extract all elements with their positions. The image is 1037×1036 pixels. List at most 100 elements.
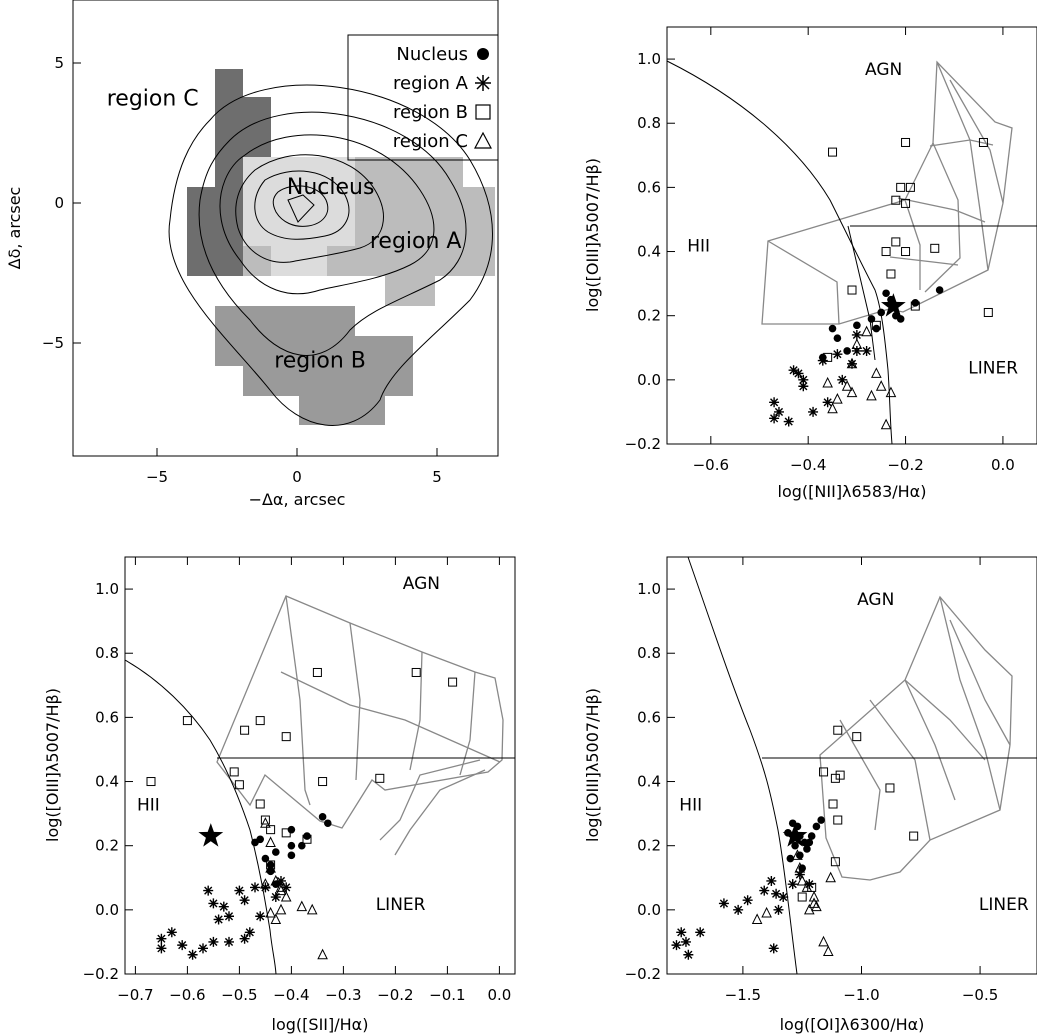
model-grid-line (767, 240, 840, 325)
contour-1 (168, 84, 493, 426)
region-a-point (832, 349, 843, 360)
y-tick-label: 0.6 (95, 708, 119, 726)
nucleus-point (796, 851, 804, 860)
model-grid-line (904, 199, 921, 290)
model-grid-nii (761, 60, 1013, 325)
x-tick-label: −0.3 (325, 986, 361, 1004)
map-axes (72, 0, 499, 457)
map-cell-region-a (385, 276, 435, 306)
region-a-point (794, 869, 805, 880)
map-region-label: region C (107, 86, 199, 111)
nii-axes (666, 26, 1037, 445)
region-b-point (318, 777, 328, 787)
y-tick-label: 0.4 (637, 773, 661, 791)
region-a-point (224, 936, 234, 947)
region-b-point (930, 243, 940, 253)
region-c-point (803, 903, 815, 915)
model-grid-line (409, 651, 423, 771)
contour-2 (198, 111, 467, 356)
y-tick-label: 0.2 (637, 307, 661, 325)
region-a-point (683, 949, 694, 960)
region-a-point (837, 374, 848, 385)
x-tick-label: −0.6 (693, 456, 729, 474)
nucleus-point (817, 816, 825, 824)
region-b-point (234, 780, 244, 790)
legend-marker-nucleus (477, 48, 489, 60)
region-a-point (773, 406, 784, 417)
nucleus-point (803, 845, 811, 853)
x-tick-label: −1.5 (725, 986, 761, 1004)
class-label: AGN (403, 574, 440, 594)
contour-6 (272, 185, 329, 227)
region-b-point (847, 285, 857, 295)
model-grid-line (216, 595, 504, 829)
model-grid-line (949, 79, 1004, 204)
region-b-point (448, 677, 458, 687)
region-c-point (827, 402, 838, 414)
map-xtick-label: 5 (432, 468, 442, 486)
x-tick-label: −0.5 (221, 986, 257, 1004)
region-a-point (177, 940, 188, 951)
contour-5 (254, 170, 350, 240)
oi-data-marks: AGN HII LINER (671, 590, 1029, 960)
y-tick-label: 0.2 (637, 837, 661, 855)
region-a-point (766, 875, 777, 886)
model-grid-line (394, 769, 486, 856)
y-tick-label: 1.0 (637, 580, 661, 598)
region-c-point (825, 871, 836, 883)
map-region-label: Nucleus (287, 175, 375, 200)
region-a-point (203, 885, 214, 896)
class-label: HII (679, 795, 702, 815)
region-b-point (978, 137, 988, 147)
region-a-point (808, 406, 819, 417)
nucleus-point (287, 841, 296, 850)
region-c-point (822, 945, 834, 957)
region-c-point (265, 836, 276, 847)
region-a-point (218, 901, 229, 912)
region-a-point (671, 940, 682, 951)
model-grid-line (939, 596, 1001, 811)
region-a-point (783, 416, 794, 427)
map-x-axis-label: −Δα, arcsec (249, 490, 346, 509)
region-c-point (317, 948, 328, 960)
nucleus-point (791, 841, 799, 850)
class-label: AGN (865, 60, 902, 80)
region-a-point (244, 927, 255, 938)
nucleus-point (877, 308, 886, 317)
panel-nii: −0.6 −0.4 −0.2 0.0 1.0 0.8 0.6 0.4 0.2 0.0 −0.2 AG… (583, 26, 1037, 501)
legend-label-nucleus: Nucleus (396, 44, 468, 65)
region-a-point (208, 898, 219, 909)
class-label: LINER (968, 358, 1018, 378)
region-b-point (828, 799, 838, 809)
region-a-point (270, 892, 281, 903)
y-tick-label: 0.4 (637, 243, 661, 261)
region-b-point (905, 182, 915, 192)
region-b-point (983, 307, 993, 317)
region-a-point (778, 892, 789, 903)
region-c-point (885, 386, 897, 398)
region-a-point (166, 927, 177, 938)
model-grid-line (280, 671, 501, 763)
oi-x-axis-label: log([OI]λ6300/Hα) (780, 1015, 925, 1034)
contour-4 (235, 154, 384, 263)
x-tick-label: −0.5 (962, 986, 998, 1004)
nucleus-point (266, 861, 275, 869)
region-b-point (885, 783, 895, 793)
region-c-point (875, 380, 887, 391)
region-b-point (229, 767, 239, 777)
map-ytick-label: 0 (54, 194, 64, 212)
region-b-point (819, 767, 829, 777)
region-c-point (822, 376, 833, 388)
nucleus-point (272, 880, 280, 888)
region-a-point (718, 898, 729, 909)
integrated-star-point (198, 823, 224, 847)
x-tick-label: −0.1 (429, 986, 465, 1004)
integrated-star-point (881, 293, 906, 317)
sii-axes (124, 556, 516, 975)
region-a-point (793, 368, 804, 379)
region-a-point (759, 885, 770, 896)
model-grid-line (949, 619, 1011, 746)
model-grid-line (904, 679, 956, 801)
region-a-point (695, 927, 706, 938)
x-tick-label: 0.0 (991, 456, 1015, 474)
